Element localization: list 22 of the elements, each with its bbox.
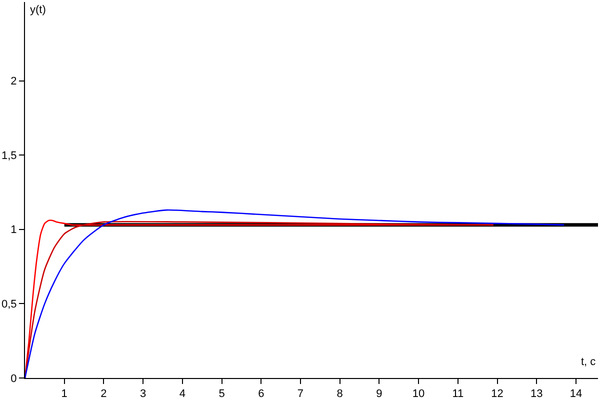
x-tick-label: 9 [376, 388, 382, 400]
x-tick-label: 6 [258, 388, 264, 400]
y-tick-label: 1 [10, 224, 17, 236]
y-tick-label: 0 [10, 372, 17, 385]
line-series [25, 209, 565, 378]
x-tick-label: 13 [530, 388, 543, 400]
x-tick-label: 10 [412, 388, 425, 400]
x-tick-label: 4 [179, 388, 186, 400]
x-tick-label: 1 [61, 388, 68, 400]
x-tick-label: 8 [336, 388, 343, 400]
y-tick-label: 2 [10, 76, 17, 88]
x-tick-label: 5 [218, 388, 225, 400]
y-tick-label: 1,5 [2, 150, 17, 162]
x-tick-label: 7 [297, 388, 304, 400]
x-tick-label: 3 [140, 388, 146, 400]
y-axis-title: y(t) [30, 4, 46, 16]
x-axis-title: t, c [581, 356, 596, 368]
x-tick-label: 2 [100, 388, 107, 400]
y-tick-label: 0,5 [2, 298, 17, 311]
x-tick-label: 12 [491, 388, 504, 400]
x-tick-label: 11 [452, 388, 464, 400]
x-tick-label: 14 [570, 388, 582, 400]
